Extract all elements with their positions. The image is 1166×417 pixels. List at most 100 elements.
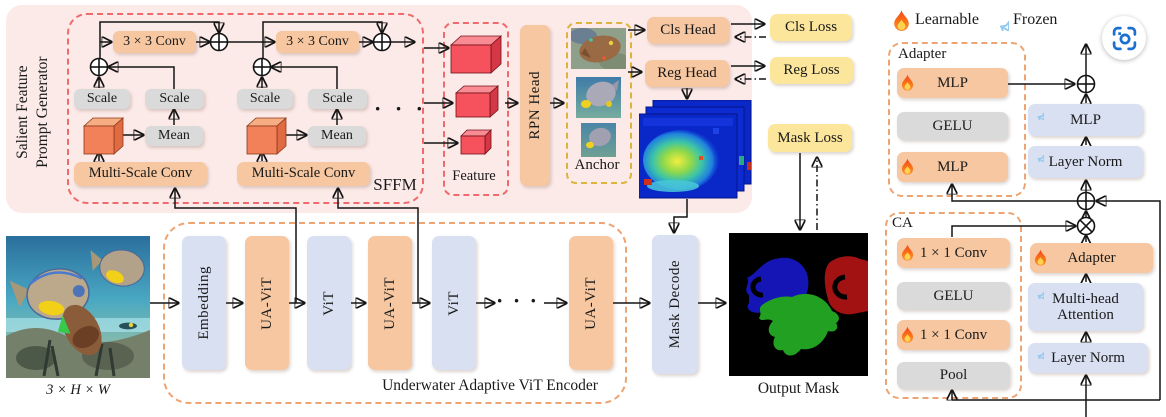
screenshot-capture-button[interactable] [1102,16,1146,60]
adapter-node: Adapter [1030,243,1153,273]
anchor-image [576,77,621,118]
block-label: UA-ViT [258,276,275,330]
frozen-mlp-node: MLP [1028,104,1143,136]
conv3x3-node: 3 × 3 Conv [113,31,196,53]
snowflake-icon [1029,147,1044,162]
conv1x1-label: 1 × 1 Conv [919,244,988,261]
reg-head-label: Reg Head [657,65,717,82]
encoder-block-embedding: Embedding [182,236,226,370]
output-mask-image [729,233,868,376]
feature-map-cube [454,85,500,118]
rpn-head-node: RPN Head [520,25,550,186]
snowflake-icon [1029,105,1044,120]
layer-norm-label: Layer Norm [1048,153,1123,170]
fish [90,249,145,287]
reg-loss-label: Reg Loss [783,62,840,79]
mha-label-line1: Multi-head [1052,290,1119,307]
cls-loss-label: Cls Loss [784,19,838,36]
legend-frozen: Frozen [1013,11,1058,28]
snowflake-icon [1029,344,1044,359]
mask-decode-label: Mask Decode [666,260,683,349]
input-image [6,236,150,378]
multiply-icon [1076,216,1096,236]
feature-map-cube [449,35,503,74]
mean-node: Mean [145,126,203,146]
flame-icon [901,75,914,92]
mlp-node: MLP [897,152,1008,182]
mean-label: Mean [321,128,353,144]
mask-decode-node: Mask Decode [652,235,698,374]
mean-node: Mean [308,126,366,146]
sffm-label: SFFM [373,175,417,194]
flame-icon [901,159,914,176]
title-line2: Prompt Generator [34,56,51,168]
block-label: ViT [445,290,462,316]
mlp-node: MLP [897,68,1008,98]
flame-icon [893,10,910,32]
scale-label: Scale [322,91,353,107]
reg-head-node: Reg Head [645,60,729,87]
output-mask-label: Output Mask [757,380,840,397]
mlp-label: MLP [937,74,968,91]
anchor-label: Anchor [574,157,620,173]
fish [57,304,102,356]
encoder-block-uavit: UA-ViT [368,236,412,370]
flame-icon [901,245,914,262]
layer-norm-node: Layer Norm [1028,343,1148,373]
mean-label: Mean [158,128,190,144]
encoder-ellipsis: · · · [496,288,540,313]
multihead-attention-node: Multi-head Attention [1028,283,1143,331]
ca-module-title: CA [892,215,913,231]
adapter-label: Adapter [1067,249,1116,266]
layer-norm-label: Layer Norm [1051,349,1125,366]
anchor-image [571,28,626,69]
multiscale-conv-label: Multi-Scale Conv [88,165,193,182]
mask-loss-label: Mask Loss [777,129,843,146]
pool-label: Pool [939,367,968,384]
scale-node: Scale [237,89,293,109]
flame-icon [1034,250,1047,267]
pool-node: Pool [897,362,1010,389]
anchor-container [566,22,632,184]
snowflake-icon [1029,284,1044,299]
block-label: Embedding [195,266,212,340]
mask-loss-node: Mask Loss [768,124,852,152]
gelu-node: GELU [897,282,1010,310]
block-label: UA-ViT [381,276,398,330]
screenshot-capture-icon [1112,26,1136,50]
encoder-block-uavit: UA-ViT [245,236,289,370]
rpn-head-label: RPN Head [526,71,543,140]
conv1x1-node: 1 × 1 Conv [897,320,1010,350]
gelu-label: GELU [932,117,973,134]
scale-node: Scale [74,89,130,109]
mlp-label: MLP [1070,111,1101,128]
conv3x3-label: 3 × 3 Conv [286,34,349,50]
reg-loss-node: Reg Loss [770,57,853,84]
add-icon [1076,74,1096,94]
flame-icon [901,327,914,344]
anchor-image [581,123,616,157]
encoder-block-uavit: UA-ViT [569,236,613,370]
multiscale-conv-node: Multi-Scale Conv [237,162,370,186]
feature-cube-icon [82,117,124,155]
prompt-generator-title: Salient Feature Prompt Generator [13,16,53,208]
block-label: ViT [320,290,337,316]
scale-label: Scale [159,91,190,107]
conv1x1-node: 1 × 1 Conv [897,238,1010,268]
encoder-block-vit: ViT [307,236,351,370]
scale-node: Scale [145,89,204,109]
legend-learnable: Learnable [915,11,979,28]
scale-label: Scale [86,91,118,107]
gelu-label: GELU [933,287,974,304]
conv3x3-label: 3 × 3 Conv [123,34,186,50]
title-line1: Salient Feature [13,65,31,159]
snowflake-icon [988,10,1009,31]
add-icon [1076,191,1096,211]
multiscale-conv-node: Multi-Scale Conv [74,162,207,186]
cls-head-label: Cls Head [660,22,716,39]
mlp-label: MLP [937,158,968,175]
input-shape-label: 3 × H × W [46,382,110,398]
feature-cube-icon [245,117,287,155]
layer-norm-node: Layer Norm [1028,146,1143,178]
